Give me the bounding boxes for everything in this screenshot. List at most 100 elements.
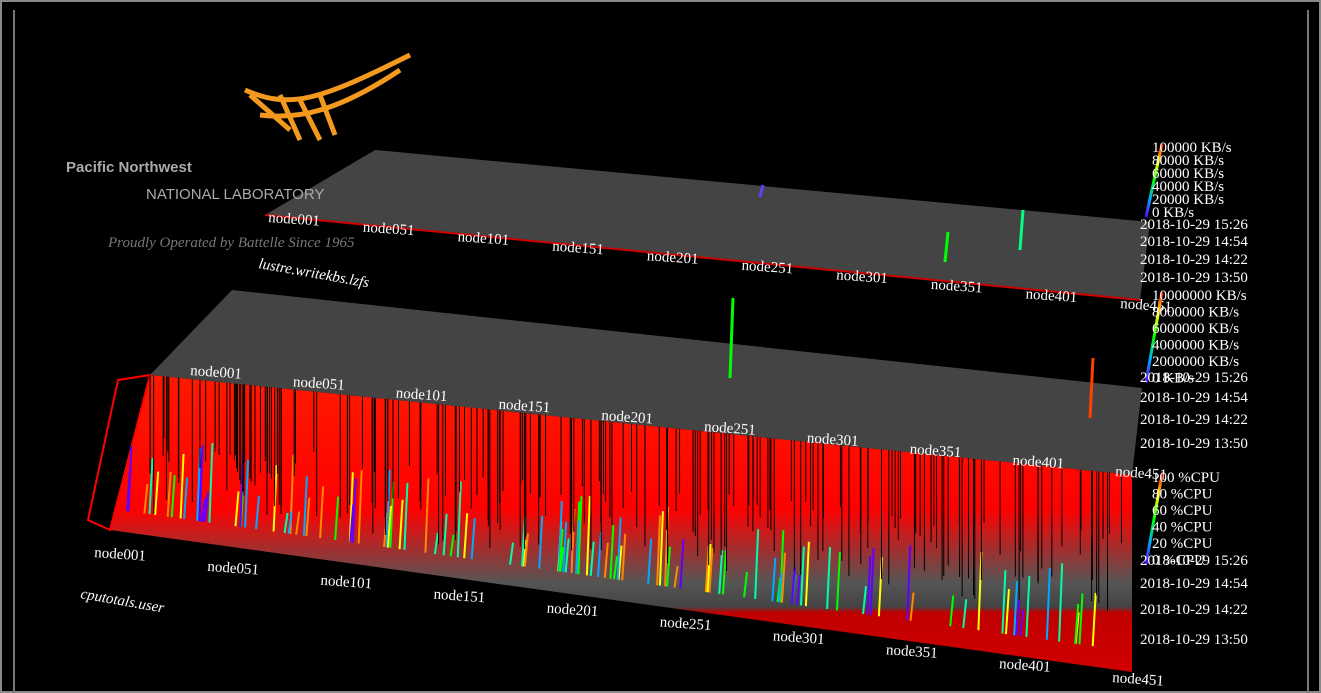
spike [319, 486, 325, 539]
time-label: 2018-10-29 15:26 [1140, 217, 1248, 233]
time-label: 2018-10-29 14:54 [1140, 234, 1248, 250]
spike [866, 556, 872, 615]
spike [799, 546, 805, 606]
time-label: 2018-10-29 15:26 [1140, 370, 1248, 386]
legend-label: 6000000 KB/s [1152, 321, 1239, 337]
spike [564, 538, 570, 573]
spike [208, 443, 214, 523]
spike [679, 539, 685, 589]
spike [795, 574, 801, 605]
legend-label: 40000 KB/s [1152, 179, 1224, 195]
legend-label: 10000000 KB/s [1152, 288, 1247, 304]
node-label: node401 [1025, 286, 1078, 306]
panel-plane [150, 290, 1142, 475]
node-label: node401 [999, 656, 1052, 676]
activity-spikes [126, 184, 1122, 647]
spike [522, 539, 528, 567]
spike [357, 470, 363, 544]
node-label: node101 [320, 573, 373, 593]
spike [558, 528, 564, 572]
spike [255, 495, 261, 530]
spike [287, 511, 293, 534]
spike [166, 471, 172, 517]
spike [154, 471, 160, 515]
logo-name: Pacific Northwest [66, 159, 192, 176]
legend-label: 80000 KB/s [1152, 153, 1224, 169]
spike [743, 572, 748, 598]
legend-label: 4000000 KB/s [1152, 338, 1239, 354]
legend-label: 20000 KB/s [1152, 192, 1224, 208]
spike [1088, 357, 1095, 419]
spike [616, 517, 622, 580]
spike [776, 577, 782, 603]
spike [790, 567, 796, 605]
node-label: node351 [885, 642, 938, 662]
spike [781, 552, 787, 603]
spike [909, 592, 915, 621]
spike [1019, 609, 1025, 637]
spike [666, 546, 672, 587]
node-label: node001 [190, 363, 243, 383]
spike [777, 572, 783, 603]
spike [509, 542, 515, 565]
spike [295, 511, 301, 535]
legend-label: 8000000 KB/s [1152, 305, 1239, 321]
node-label: node351 [909, 442, 962, 462]
spike [403, 482, 409, 550]
spike [562, 521, 568, 573]
logo-tagline: Proudly Operated by Battelle Since 1965 [107, 235, 355, 251]
spike [234, 491, 240, 527]
spike [835, 551, 841, 611]
spike [826, 547, 832, 610]
spike [201, 497, 207, 522]
node-label: node001 [268, 210, 321, 230]
legend-label: 0 %CPU [1152, 553, 1205, 569]
node-label: node401 [1012, 453, 1065, 473]
block-outline [86, 373, 152, 532]
spike [456, 481, 462, 558]
legend-label: 80 %CPU [1152, 487, 1213, 503]
color-scale [1144, 291, 1164, 383]
spike [557, 501, 563, 572]
spike [198, 445, 204, 522]
spike [470, 518, 476, 560]
spike [589, 541, 595, 576]
legend-label: 2000000 KB/s [1152, 354, 1239, 370]
time-label: 2018-10-29 13:50 [1140, 436, 1248, 452]
node-label: node351 [930, 277, 983, 297]
spike [179, 453, 185, 519]
node-label: node201 [546, 601, 599, 621]
spike [862, 586, 868, 615]
time-label: 2018-10-29 14:54 [1140, 576, 1248, 592]
spike [283, 512, 289, 534]
node-label: node101 [457, 229, 510, 249]
node-label: node301 [806, 430, 859, 450]
legend-label: 40 %CPU [1152, 520, 1213, 536]
spike [449, 534, 455, 557]
node-label: node251 [704, 419, 757, 439]
spike [804, 541, 810, 607]
time-label: 2018-10-29 14:22 [1140, 252, 1248, 268]
spike [721, 550, 727, 595]
node-label: node201 [601, 408, 654, 428]
spike [977, 552, 983, 631]
spike [1025, 576, 1031, 637]
node-label: node151 [433, 587, 486, 607]
spike [771, 557, 777, 602]
node-label: node001 [94, 545, 147, 565]
spike [305, 497, 311, 537]
legend-label: 100 %CPU [1152, 470, 1220, 486]
spike [1018, 209, 1025, 251]
time-label: 2018-10-29 13:50 [1140, 632, 1248, 648]
spike [424, 478, 430, 553]
panel-plane [265, 150, 1150, 300]
spike [1058, 563, 1064, 642]
node-label: node251 [741, 258, 794, 278]
spike [204, 492, 210, 523]
time-label: 2018-10-29 14:54 [1140, 390, 1248, 406]
spike [673, 566, 679, 588]
spike [603, 542, 609, 578]
logo: Pacific Northwest NATIONAL LABORATORY Pr… [66, 52, 412, 251]
color-scale [1144, 143, 1164, 218]
spike [597, 531, 603, 577]
